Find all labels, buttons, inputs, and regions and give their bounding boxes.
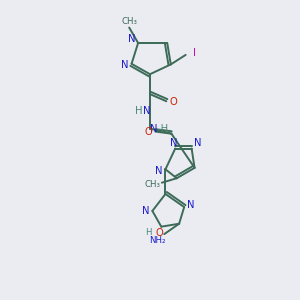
Text: -H: -H (158, 124, 169, 134)
Text: O: O (156, 228, 164, 238)
Text: CH₃: CH₃ (144, 180, 160, 189)
Text: N: N (150, 124, 157, 134)
Text: N: N (170, 138, 178, 148)
Text: O: O (145, 127, 153, 136)
Text: O: O (169, 97, 177, 107)
Text: CH₃: CH₃ (121, 17, 137, 26)
Text: N: N (142, 206, 150, 216)
Text: N: N (194, 138, 202, 148)
Text: N: N (128, 34, 136, 44)
Text: I: I (193, 48, 195, 58)
Text: N: N (143, 106, 150, 116)
Text: N: N (121, 60, 129, 70)
Text: H: H (145, 228, 151, 237)
Text: NH₂: NH₂ (149, 236, 166, 244)
Text: N: N (187, 200, 194, 210)
Text: N: N (155, 166, 163, 176)
Text: H: H (135, 106, 142, 116)
